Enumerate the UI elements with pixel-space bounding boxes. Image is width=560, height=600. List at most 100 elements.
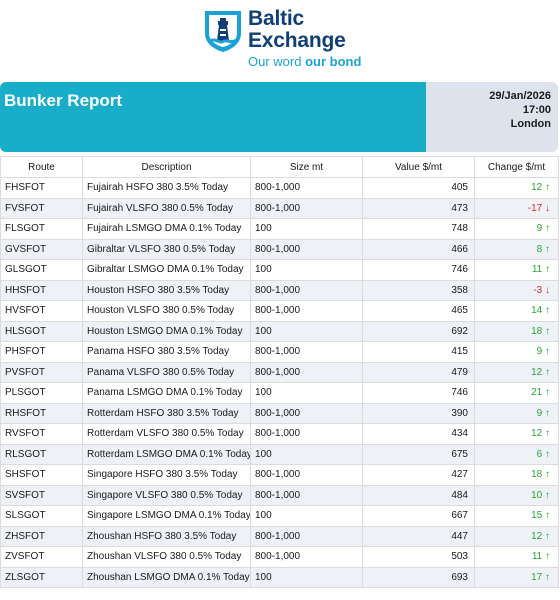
description-cell: Rotterdam HSFO 380 3.5% Today <box>82 402 251 424</box>
size-cell: 800-1,000 <box>250 402 363 424</box>
arrow-up-icon: ↑ <box>545 325 550 337</box>
table-row: RHSFOT Rotterdam HSFO 380 3.5% Today 800-1… <box>0 402 559 424</box>
description-cell: Houston HSFO 380 3.5% Today <box>82 279 251 301</box>
change-cell: 12 ↑ <box>474 177 559 199</box>
change-cell: 10 ↑ <box>474 484 559 506</box>
route-cell: HHSFOT <box>0 279 83 301</box>
size-cell: 100 <box>250 505 363 527</box>
table-header-row: Route Description Size mt Value $/mt Cha… <box>0 156 559 178</box>
description-cell: Zhoushan HSFO 380 3.5% Today <box>82 525 251 547</box>
change-cell: -3 ↓ <box>474 279 559 301</box>
description-cell: Panama HSFO 380 3.5% Today <box>82 341 251 363</box>
col-header-value: Value $/mt <box>362 156 475 178</box>
route-cell: RHSFOT <box>0 402 83 424</box>
size-cell: 800-1,000 <box>250 177 363 199</box>
description-cell: Singapore VLSFO 380 0.5% Today <box>82 484 251 506</box>
title-banner: Bunker Report <box>0 82 426 152</box>
route-cell: PVSFOT <box>0 361 83 383</box>
change-value: 17 <box>531 571 543 583</box>
baltic-exchange-logo: Baltic Exchange Our word our bond <box>200 6 370 69</box>
value-cell: 693 <box>362 566 475 588</box>
size-cell: 100 <box>250 320 363 342</box>
change-cell: 14 ↑ <box>474 300 559 322</box>
report-title: Bunker Report <box>4 91 123 110</box>
arrow-up-icon: ↑ <box>545 264 550 276</box>
table-row: PVSFOT Panama VLSFO 380 0.5% Today 800-1,0… <box>0 361 559 383</box>
change-value: 9 <box>536 223 543 235</box>
table-row: HHSFOT Houston HSFO 380 3.5% Today 800-1,0… <box>0 279 559 301</box>
description-cell: Fujairah LSMGO DMA 0.1% Today <box>82 218 251 240</box>
table-row: RLSGOT Rotterdam LSMGO DMA 0.1% Today 100 6… <box>0 443 559 465</box>
arrow-up-icon: ↑ <box>545 448 550 460</box>
arrow-up-icon: ↑ <box>545 182 550 194</box>
arrow-up-icon: ↑ <box>545 428 550 440</box>
change-value: 14 <box>531 305 543 317</box>
route-cell: ZLSGOT <box>0 566 83 588</box>
route-cell: HVSFOT <box>0 300 83 322</box>
route-cell: PLSGOT <box>0 382 83 404</box>
change-cell: 9 ↑ <box>474 341 559 363</box>
tagline-regular: Our word <box>248 54 306 69</box>
size-cell: 800-1,000 <box>250 361 363 383</box>
report-meta: 29/Jan/2026 17:00 London <box>489 89 551 131</box>
table-row: ZVSFOT Zhoushan VLSFO 380 0.5% Today 800-1… <box>0 546 559 568</box>
value-cell: 473 <box>362 197 475 219</box>
size-cell: 800-1,000 <box>250 197 363 219</box>
change-cell: 9 ↑ <box>474 218 559 240</box>
size-cell: 800-1,000 <box>250 464 363 486</box>
arrow-up-icon: ↑ <box>545 551 550 563</box>
change-cell: 9 ↑ <box>474 402 559 424</box>
bunker-table: Route Description Size mt Value $/mt Cha… <box>0 156 559 588</box>
arrow-up-icon: ↑ <box>545 366 550 378</box>
change-value: -17 <box>527 202 543 214</box>
arrow-up-icon: ↑ <box>545 243 550 255</box>
value-cell: 434 <box>362 423 475 445</box>
size-cell: 800-1,000 <box>250 423 363 445</box>
change-value: 8 <box>536 243 543 255</box>
table-row: FLSGOT Fujairah LSMGO DMA 0.1% Today 100 74… <box>0 218 559 240</box>
table-row: PLSGOT Panama LSMGO DMA 0.1% Today 100 746 2… <box>0 382 559 404</box>
table-row: HLSGOT Houston LSMGO DMA 0.1% Today 100 692… <box>0 320 559 342</box>
route-cell: RVSFOT <box>0 423 83 445</box>
change-value: 12 <box>531 182 543 194</box>
change-value: 12 <box>531 366 543 378</box>
route-cell: ZVSFOT <box>0 546 83 568</box>
table-row: SVSFOT Singapore VLSFO 380 0.5% Today 800-… <box>0 484 559 506</box>
size-cell: 800-1,000 <box>250 341 363 363</box>
col-header-description: Description <box>82 156 251 178</box>
value-cell: 484 <box>362 484 475 506</box>
route-cell: SHSFOT <box>0 464 83 486</box>
change-value: 9 <box>536 407 543 419</box>
arrow-up-icon: ↑ <box>545 571 550 583</box>
change-cell: 18 ↑ <box>474 320 559 342</box>
description-cell: Panama LSMGO DMA 0.1% Today <box>82 382 251 404</box>
lighthouse-shield-icon <box>205 11 241 52</box>
table-row: FHSFOT Fujairah HSFO 380 3.5% Today 800-1,… <box>0 177 559 199</box>
value-cell: 447 <box>362 525 475 547</box>
size-cell: 800-1,000 <box>250 546 363 568</box>
table-row: RVSFOT Rotterdam VLSFO 380 0.5% Today 800-… <box>0 423 559 445</box>
change-cell: 12 ↑ <box>474 525 559 547</box>
brand-name: Baltic Exchange <box>248 8 346 52</box>
size-cell: 100 <box>250 218 363 240</box>
table-row: ZHSFOT Zhoushan HSFO 380 3.5% Today 800-1,… <box>0 525 559 547</box>
arrow-up-icon: ↑ <box>545 469 550 481</box>
route-cell: GLSGOT <box>0 259 83 281</box>
description-cell: Rotterdam LSMGO DMA 0.1% Today <box>82 443 251 465</box>
value-cell: 405 <box>362 177 475 199</box>
size-cell: 800-1,000 <box>250 238 363 260</box>
brand-name-line2: Exchange <box>248 29 346 52</box>
report-header: Bunker Report 29/Jan/2026 17:00 London <box>0 82 558 152</box>
arrow-up-icon: ↑ <box>545 346 550 358</box>
change-value: 15 <box>531 510 543 522</box>
arrow-up-icon: ↑ <box>545 223 550 235</box>
value-cell: 358 <box>362 279 475 301</box>
value-cell: 748 <box>362 218 475 240</box>
table-row: FVSFOT Fujairah VLSFO 380 0.5% Today 800-1… <box>0 197 559 219</box>
route-cell: HLSGOT <box>0 320 83 342</box>
report-time: 17:00 <box>522 104 551 116</box>
value-cell: 466 <box>362 238 475 260</box>
change-cell: 8 ↑ <box>474 238 559 260</box>
change-cell: -17 ↓ <box>474 197 559 219</box>
change-value: 12 <box>531 428 543 440</box>
